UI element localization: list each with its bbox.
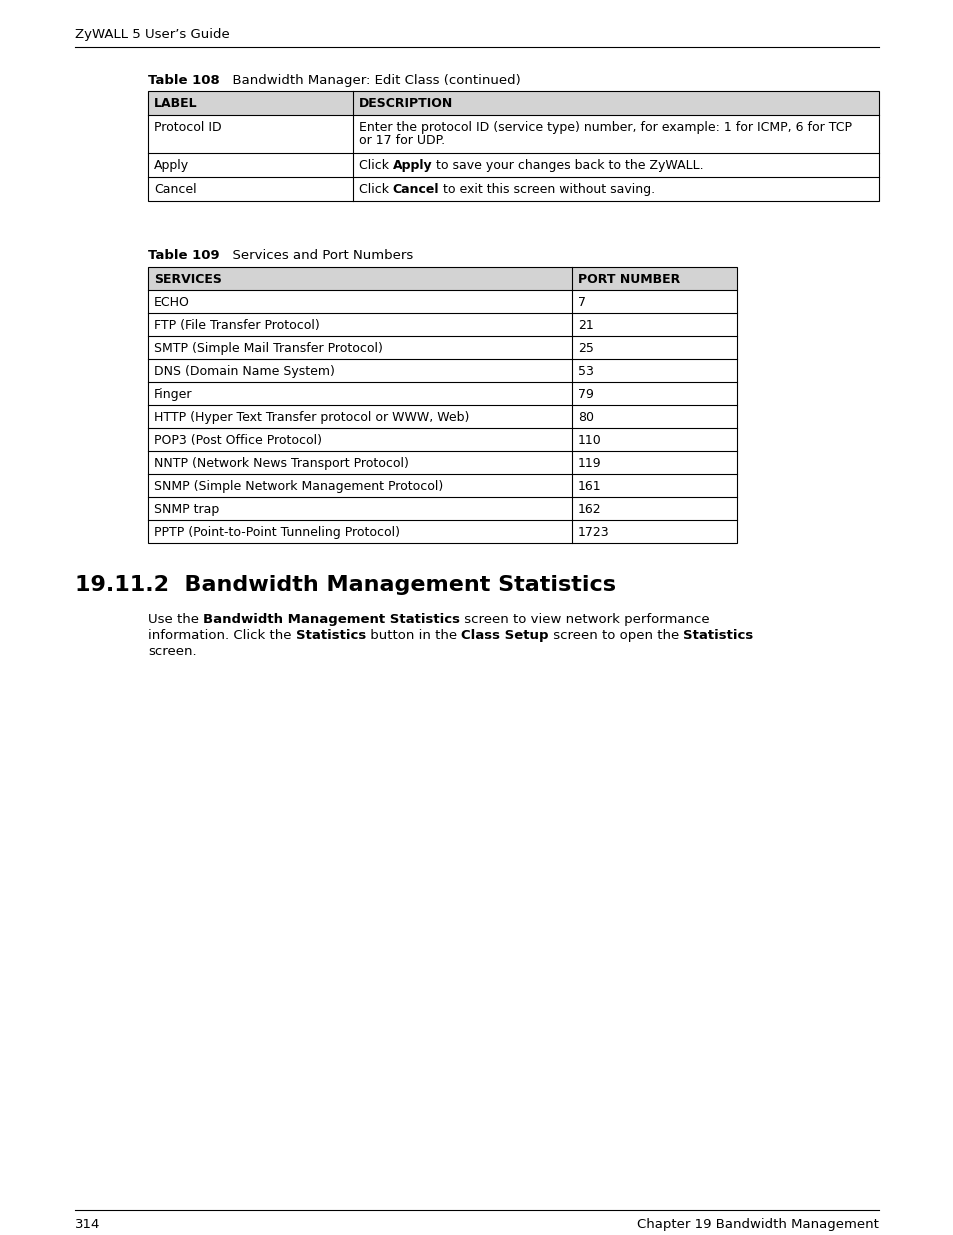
Text: SMTP (Simple Mail Transfer Protocol): SMTP (Simple Mail Transfer Protocol) bbox=[153, 342, 382, 354]
Text: Click: Click bbox=[358, 183, 393, 196]
Text: Apply: Apply bbox=[393, 159, 432, 172]
Text: HTTP (Hyper Text Transfer protocol or WWW, Web): HTTP (Hyper Text Transfer protocol or WW… bbox=[153, 411, 469, 424]
Text: Protocol ID: Protocol ID bbox=[153, 121, 221, 135]
Text: 21: 21 bbox=[578, 319, 593, 332]
Text: to save your changes back to the ZyWALL.: to save your changes back to the ZyWALL. bbox=[432, 159, 703, 172]
Text: Table 108: Table 108 bbox=[148, 74, 219, 86]
Text: DNS (Domain Name System): DNS (Domain Name System) bbox=[153, 366, 335, 378]
Text: SNMP (Simple Network Management Protocol): SNMP (Simple Network Management Protocol… bbox=[153, 480, 443, 493]
Text: screen to view network performance: screen to view network performance bbox=[459, 613, 709, 626]
Text: Statistics: Statistics bbox=[295, 629, 366, 642]
Text: Statistics: Statistics bbox=[682, 629, 753, 642]
Text: PORT NUMBER: PORT NUMBER bbox=[578, 273, 679, 287]
Text: 79: 79 bbox=[578, 388, 594, 401]
Bar bbox=[148, 267, 737, 543]
Bar bbox=[148, 91, 878, 201]
Text: Chapter 19 Bandwidth Management: Chapter 19 Bandwidth Management bbox=[637, 1218, 878, 1231]
Text: Apply: Apply bbox=[153, 159, 189, 172]
Text: SNMP trap: SNMP trap bbox=[153, 503, 219, 516]
Text: 1723: 1723 bbox=[578, 526, 609, 538]
Text: DESCRIPTION: DESCRIPTION bbox=[358, 98, 453, 110]
Text: Click: Click bbox=[358, 159, 393, 172]
Text: Enter the protocol ID (service type) number, for example: 1 for ICMP, 6 for TCP: Enter the protocol ID (service type) num… bbox=[358, 121, 851, 135]
Text: Bandwidth Manager: Edit Class (continued): Bandwidth Manager: Edit Class (continued… bbox=[224, 74, 520, 86]
Text: ZyWALL 5 User’s Guide: ZyWALL 5 User’s Guide bbox=[75, 28, 230, 41]
Text: 53: 53 bbox=[578, 366, 594, 378]
Text: ECHO: ECHO bbox=[153, 296, 190, 309]
Text: information. Click the: information. Click the bbox=[148, 629, 295, 642]
Text: button in the: button in the bbox=[366, 629, 461, 642]
Text: 119: 119 bbox=[578, 457, 601, 471]
Text: Services and Port Numbers: Services and Port Numbers bbox=[223, 249, 413, 262]
Text: Cancel: Cancel bbox=[153, 183, 196, 196]
Text: 19.11.2  Bandwidth Management Statistics: 19.11.2 Bandwidth Management Statistics bbox=[75, 576, 616, 595]
Text: or 17 for UDP.: or 17 for UDP. bbox=[358, 135, 444, 147]
Text: Cancel: Cancel bbox=[393, 183, 438, 196]
Text: 314: 314 bbox=[75, 1218, 100, 1231]
Text: 80: 80 bbox=[578, 411, 594, 424]
Bar bbox=[148, 267, 737, 290]
Text: LABEL: LABEL bbox=[153, 98, 197, 110]
Text: Use the: Use the bbox=[148, 613, 203, 626]
Text: PPTP (Point-to-Point Tunneling Protocol): PPTP (Point-to-Point Tunneling Protocol) bbox=[153, 526, 399, 538]
Text: Bandwidth Management Statistics: Bandwidth Management Statistics bbox=[203, 613, 459, 626]
Text: screen.: screen. bbox=[148, 645, 196, 658]
Text: Finger: Finger bbox=[153, 388, 193, 401]
Text: POP3 (Post Office Protocol): POP3 (Post Office Protocol) bbox=[153, 433, 322, 447]
Text: 162: 162 bbox=[578, 503, 601, 516]
Text: screen to open the: screen to open the bbox=[548, 629, 682, 642]
Text: FTP (File Transfer Protocol): FTP (File Transfer Protocol) bbox=[153, 319, 319, 332]
Text: 7: 7 bbox=[578, 296, 585, 309]
Bar bbox=[148, 91, 878, 115]
Text: SERVICES: SERVICES bbox=[153, 273, 222, 287]
Text: Class Setup: Class Setup bbox=[461, 629, 548, 642]
Text: Table 109: Table 109 bbox=[148, 249, 219, 262]
Text: NNTP (Network News Transport Protocol): NNTP (Network News Transport Protocol) bbox=[153, 457, 409, 471]
Text: 25: 25 bbox=[578, 342, 594, 354]
Text: 161: 161 bbox=[578, 480, 601, 493]
Text: 110: 110 bbox=[578, 433, 601, 447]
Text: to exit this screen without saving.: to exit this screen without saving. bbox=[438, 183, 655, 196]
